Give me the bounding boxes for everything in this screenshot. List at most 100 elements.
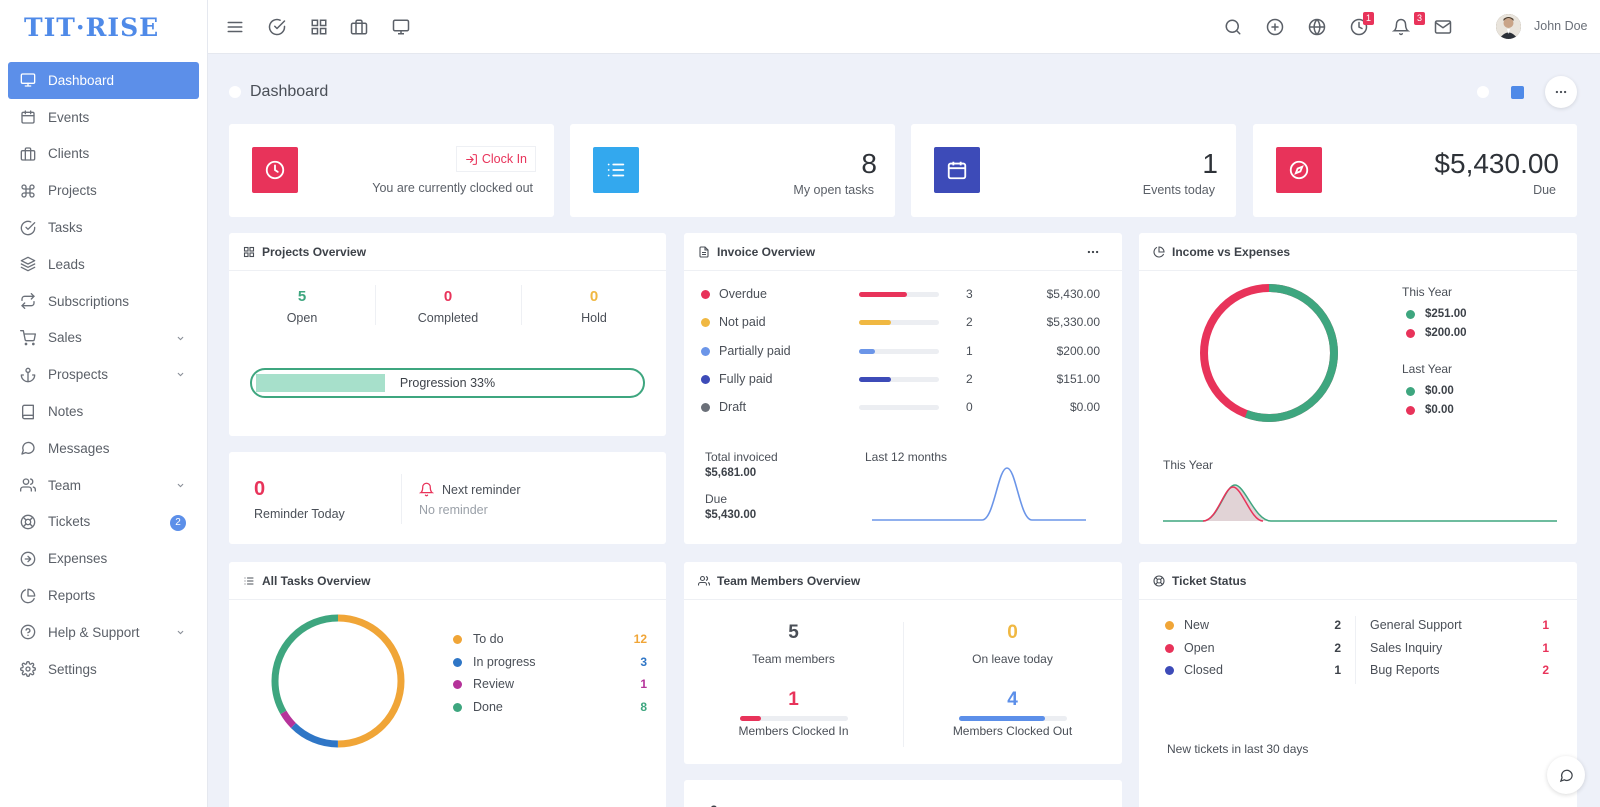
projects-open[interactable]: 5 Open bbox=[229, 288, 375, 325]
sidebar-item-settings[interactable]: Settings bbox=[8, 651, 199, 688]
plus-circle-icon[interactable] bbox=[1266, 18, 1284, 36]
team-members-stat[interactable]: 5 Team members bbox=[684, 622, 903, 666]
clock-in-button[interactable]: Clock In bbox=[455, 146, 536, 172]
sidebar-item-notes[interactable]: Notes bbox=[8, 393, 199, 430]
sidebar-item-tasks[interactable]: Tasks bbox=[8, 209, 199, 246]
chat-button[interactable] bbox=[1547, 756, 1585, 794]
sidebar-item-reports[interactable]: Reports bbox=[8, 577, 199, 614]
monitor-icon[interactable] bbox=[392, 18, 410, 36]
ticket-status-dot bbox=[1165, 643, 1174, 653]
ticket-status-item[interactable]: Open 2 bbox=[1139, 640, 1355, 658]
sidebar-item-help-support[interactable]: Help & Support bbox=[8, 614, 199, 651]
mail-icon[interactable] bbox=[1434, 18, 1452, 36]
avatar[interactable] bbox=[1496, 14, 1521, 39]
search-icon[interactable] bbox=[1224, 18, 1242, 36]
sidebar-item-tickets[interactable]: Tickets 2 bbox=[8, 504, 199, 541]
sidebar-item-label: Clients bbox=[48, 146, 90, 162]
invoice-status-count: 2 bbox=[966, 371, 973, 386]
task-legend-label: In progress bbox=[473, 654, 536, 669]
ticket-status-item[interactable]: New 2 bbox=[1139, 617, 1355, 635]
invoice-row[interactable]: Not paid 2 $5,330.00 bbox=[684, 313, 1122, 333]
sidebar-item-label: Tickets bbox=[48, 514, 91, 530]
file-text-icon bbox=[699, 245, 709, 258]
invoice-status-count: 0 bbox=[966, 400, 973, 415]
divider bbox=[375, 285, 376, 325]
sidebar-item-label: Expenses bbox=[48, 551, 108, 567]
grid-icon[interactable] bbox=[310, 18, 328, 36]
clocked-out-stat[interactable]: 4 Members Clocked Out bbox=[903, 689, 1122, 738]
task-legend-item[interactable]: Done 8 bbox=[229, 699, 666, 717]
sidebar-item-team[interactable]: Team bbox=[8, 467, 199, 504]
briefcase-icon[interactable] bbox=[350, 18, 368, 36]
users-icon bbox=[20, 477, 36, 493]
income-chart-label: This Year bbox=[1163, 458, 1214, 472]
menu-icon[interactable] bbox=[226, 18, 244, 36]
anchor-icon bbox=[20, 367, 36, 383]
tasks-overview-header: All Tasks Overview bbox=[229, 562, 666, 600]
invoice-status-label: Fully paid bbox=[719, 371, 773, 386]
tasks-donut-chart bbox=[271, 614, 405, 748]
progression-bar: Progression 33% bbox=[250, 368, 645, 398]
projects-hold-label: Hold bbox=[581, 311, 607, 325]
invoice-status-label: Partially paid bbox=[719, 343, 791, 358]
check-circle-icon[interactable] bbox=[268, 18, 286, 36]
ticket-type-item[interactable]: Sales Inquiry 1 bbox=[1355, 640, 1577, 658]
task-legend-item[interactable]: Review 1 bbox=[229, 676, 666, 694]
view-toggle-square[interactable] bbox=[1511, 86, 1524, 99]
expense-dot bbox=[1406, 406, 1415, 415]
more-options-button[interactable] bbox=[1545, 76, 1577, 108]
clocked-in-stat[interactable]: 1 Members Clocked In bbox=[684, 689, 903, 738]
open-tasks-card[interactable]: 8 My open tasks bbox=[570, 124, 895, 217]
sidebar-item-sales[interactable]: Sales bbox=[8, 320, 199, 357]
invoice-row[interactable]: Draft 0 $0.00 bbox=[684, 398, 1122, 418]
app-logo[interactable]: TIT·RISE bbox=[24, 12, 160, 42]
due-card[interactable]: $5,430.00 Due bbox=[1253, 124, 1577, 217]
last-year-income: $0.00 bbox=[1425, 385, 1454, 397]
task-legend-item[interactable]: In progress 3 bbox=[229, 654, 666, 672]
ticket-type-item[interactable]: Bug Reports 2 bbox=[1355, 662, 1577, 680]
sidebar-item-events[interactable]: Events bbox=[8, 99, 199, 136]
sidebar-nav: Dashboard Events Clients Projects Tasks Leads… bbox=[0, 54, 207, 688]
ticket-type-label: General Support bbox=[1370, 618, 1462, 632]
user-name[interactable]: John Doe bbox=[1534, 19, 1588, 33]
sidebar-item-clients[interactable]: Clients bbox=[8, 136, 199, 173]
sidebar-item-messages[interactable]: Messages bbox=[8, 430, 199, 467]
chevron-down-icon bbox=[176, 481, 185, 490]
sidebar-item-prospects[interactable]: Prospects bbox=[8, 356, 199, 393]
clocked-in-fill bbox=[739, 716, 762, 721]
sidebar-item-projects[interactable]: Projects bbox=[8, 172, 199, 209]
on-leave-stat[interactable]: 0 On leave today bbox=[903, 622, 1122, 666]
task-legend-dot bbox=[453, 657, 462, 667]
more-horizontal-icon[interactable] bbox=[1086, 245, 1100, 259]
bell-icon[interactable] bbox=[1392, 18, 1410, 36]
task-legend-item[interactable]: To do 12 bbox=[229, 631, 666, 649]
list-icon bbox=[244, 576, 254, 585]
team-members-value: 5 bbox=[788, 622, 799, 643]
view-toggle-dot[interactable] bbox=[1477, 86, 1489, 98]
globe-icon[interactable] bbox=[1308, 18, 1326, 36]
invoice-row[interactable]: Fully paid 2 $151.00 bbox=[684, 370, 1122, 390]
ticket-type-value: 1 bbox=[1542, 640, 1549, 655]
this-year-expenses: $200.00 bbox=[1425, 327, 1467, 339]
invoice-status-count: 1 bbox=[966, 343, 973, 358]
invoice-trend-line bbox=[872, 467, 1086, 521]
projects-hold[interactable]: 0 Hold bbox=[521, 288, 667, 325]
invoice-row[interactable]: Partially paid 1 $200.00 bbox=[684, 342, 1122, 362]
sidebar-item-leads[interactable]: Leads bbox=[8, 246, 199, 283]
ticket-type-item[interactable]: General Support 1 bbox=[1355, 617, 1577, 635]
invoice-row[interactable]: Overdue 3 $5,430.00 bbox=[684, 285, 1122, 305]
chevron-down-icon bbox=[176, 334, 185, 343]
ticket-status-label: Closed bbox=[1184, 663, 1223, 677]
sidebar-item-expenses[interactable]: Expenses bbox=[8, 540, 199, 577]
events-today-card[interactable]: 1 Events today bbox=[911, 124, 1236, 217]
projects-open-value: 5 bbox=[297, 288, 307, 305]
sidebar-item-dashboard[interactable]: Dashboard bbox=[8, 62, 199, 99]
sidebar-item-subscriptions[interactable]: Subscriptions bbox=[8, 283, 199, 320]
ticket-status-item[interactable]: Closed 1 bbox=[1139, 662, 1355, 680]
life-buoy-icon bbox=[20, 514, 36, 530]
clocked-out-label: Members Clocked Out bbox=[952, 724, 1073, 738]
projects-completed[interactable]: 0 Completed bbox=[375, 288, 521, 325]
settings-icon bbox=[20, 661, 36, 678]
clock-icon[interactable] bbox=[1350, 18, 1368, 36]
tasks-stat-icon bbox=[593, 147, 639, 193]
